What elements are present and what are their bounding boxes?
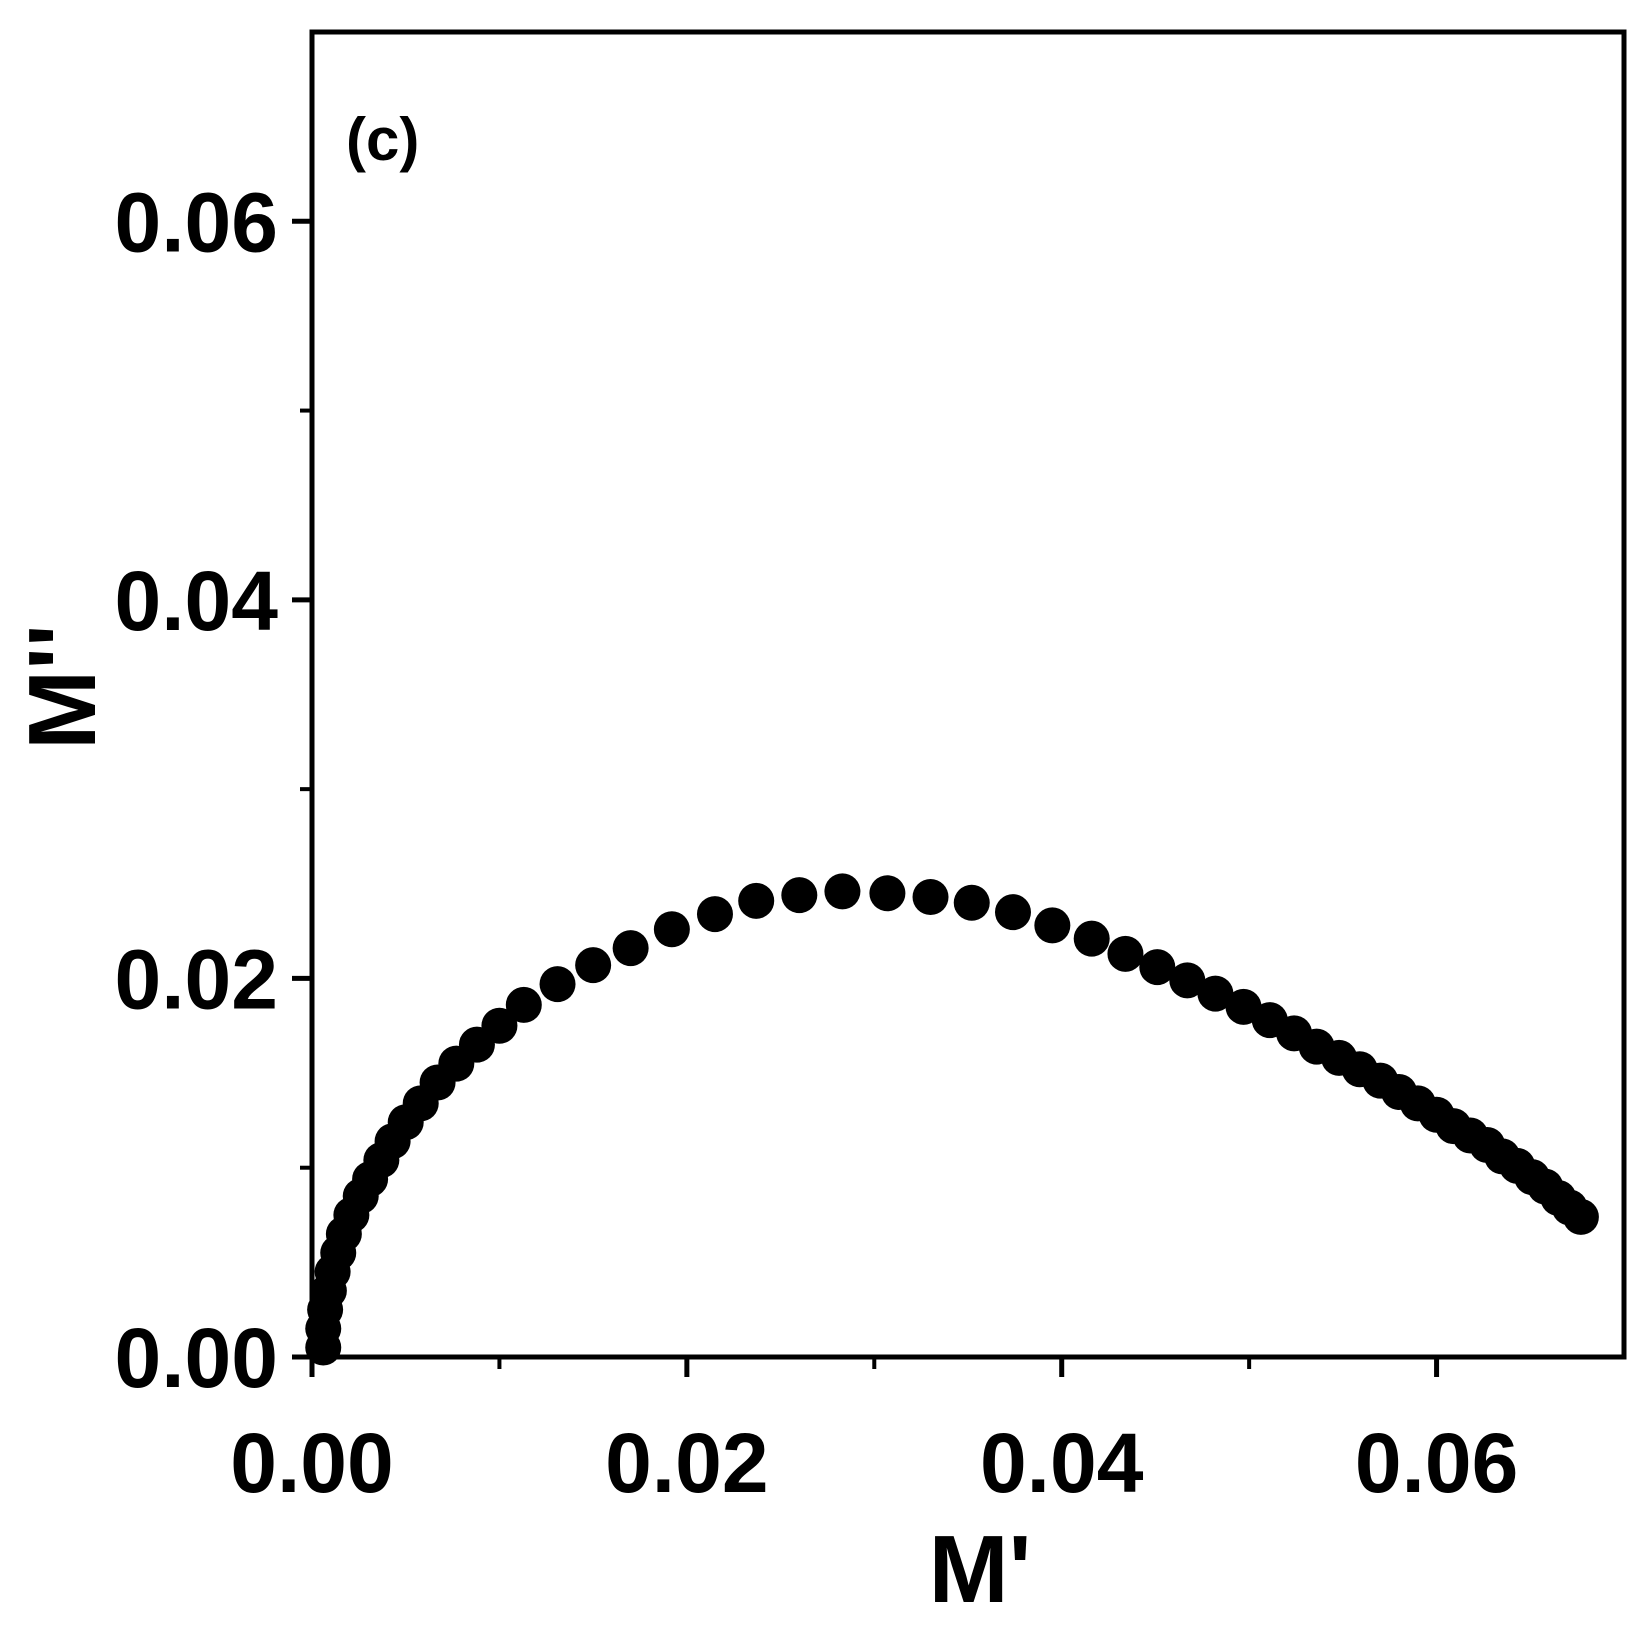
data-point bbox=[738, 882, 775, 919]
data-point bbox=[505, 986, 542, 1023]
data-point bbox=[1139, 949, 1176, 986]
data-point bbox=[994, 894, 1031, 931]
x-axis-ticks bbox=[309, 1357, 1440, 1377]
y-axis-label: M'' bbox=[9, 624, 116, 750]
data-point bbox=[781, 877, 818, 914]
data-point bbox=[653, 911, 690, 948]
plot-frame bbox=[309, 29, 1627, 1360]
data-point bbox=[1197, 975, 1234, 1012]
x-axis-tick-labels: 0.00 0.02 0.04 0.06 bbox=[230, 1416, 1518, 1510]
data-point bbox=[696, 896, 733, 933]
data-point bbox=[869, 875, 906, 912]
y-tick-label: 0.06 bbox=[115, 175, 279, 269]
data-point bbox=[1562, 1198, 1599, 1235]
x-tick-label: 0.02 bbox=[605, 1416, 769, 1510]
data-point bbox=[953, 884, 990, 921]
data-point bbox=[1073, 920, 1110, 957]
x-tick-label: 0.04 bbox=[980, 1416, 1144, 1510]
y-axis-tick-labels: 0.00 0.02 0.04 0.06 bbox=[115, 175, 279, 1405]
data-point bbox=[824, 873, 861, 910]
data-point bbox=[912, 879, 949, 916]
y-tick-label: 0.02 bbox=[115, 932, 279, 1026]
data-point bbox=[612, 930, 649, 967]
data-point bbox=[481, 1007, 518, 1044]
x-tick-label: 0.06 bbox=[1355, 1416, 1519, 1510]
x-axis-label: M' bbox=[929, 1516, 1032, 1623]
y-axis-ticks bbox=[292, 218, 312, 1360]
data-point bbox=[575, 947, 612, 984]
data-points bbox=[305, 873, 1599, 1366]
data-point bbox=[539, 966, 576, 1003]
panel-label: (c) bbox=[346, 106, 419, 173]
y-tick-label: 0.04 bbox=[115, 554, 279, 648]
data-point bbox=[1107, 935, 1144, 972]
x-tick-label: 0.00 bbox=[230, 1416, 394, 1510]
data-point bbox=[1034, 907, 1071, 944]
data-point bbox=[1169, 962, 1206, 999]
y-tick-label: 0.00 bbox=[115, 1311, 279, 1405]
